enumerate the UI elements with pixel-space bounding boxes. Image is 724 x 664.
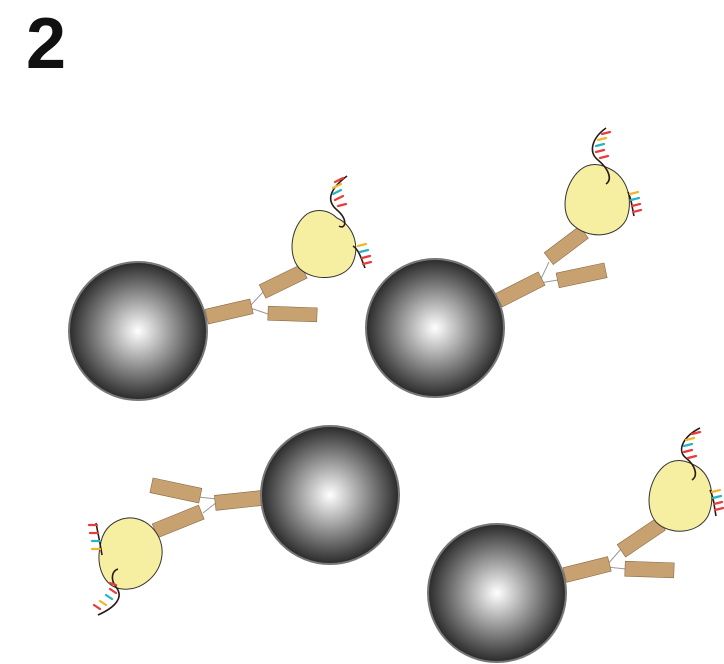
antibody-arm: [151, 504, 205, 539]
antibody-fc-arm: [204, 298, 254, 325]
dna-bases: [682, 430, 724, 512]
antibody: [204, 264, 318, 325]
antibody-arm: [555, 262, 608, 289]
dna-bases: [331, 176, 373, 266]
antibody-fc-arm: [495, 271, 546, 308]
dna-strand: [352, 245, 366, 269]
antibody: [495, 225, 608, 308]
magnetic-bead: [260, 425, 400, 565]
antibody-arm: [267, 305, 318, 323]
protein-dna-complex: [87, 517, 163, 616]
antibody-fc-arm: [214, 490, 263, 511]
protein-blob: [648, 460, 713, 532]
dna-strand: [591, 127, 611, 185]
complex-top-left: [68, 175, 373, 401]
complex-bottom-center: [87, 425, 400, 616]
antibody-arm: [149, 477, 203, 504]
protein-blob: [564, 164, 630, 236]
antibody: [149, 477, 263, 539]
magnetic-bead: [427, 523, 567, 663]
protein-dna-complex: [291, 175, 373, 279]
protein-blob: [291, 210, 357, 279]
antibody-arm: [624, 560, 675, 579]
complex-top-right: [365, 127, 643, 398]
protein-dna-complex: [648, 427, 724, 532]
magnetic-bead: [365, 258, 505, 398]
dna-strand: [627, 191, 635, 217]
dna-strand: [97, 568, 120, 616]
dna-bases: [594, 130, 643, 214]
magnetic-bead: [68, 261, 208, 401]
antibody-fc-arm: [562, 556, 612, 583]
dna-strand: [709, 489, 717, 517]
antibody: [562, 517, 675, 583]
complex-bottom-right: [427, 427, 724, 663]
dna-strand: [680, 427, 701, 481]
protein-blob: [98, 517, 163, 590]
antibody-arm: [258, 264, 308, 299]
protein-dna-complex: [564, 127, 643, 236]
antibody-arm: [543, 225, 589, 266]
step-number-label: 2: [26, 4, 67, 84]
dna-bases: [87, 523, 118, 611]
